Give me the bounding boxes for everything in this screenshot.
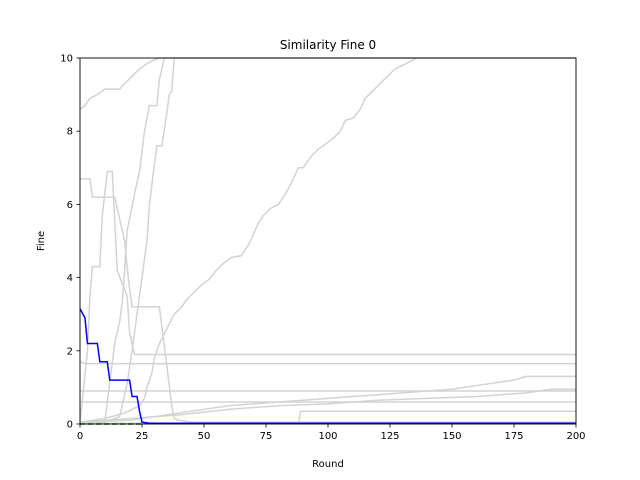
x-tick-label: 100: [318, 431, 337, 442]
x-tick-label: 175: [504, 431, 523, 442]
x-tick-label: 150: [442, 431, 461, 442]
series-line-3: [80, 361, 576, 365]
x-tick-label: 125: [380, 431, 399, 442]
x-tick-label: 25: [136, 431, 149, 442]
series-line-0: [80, 57, 576, 110]
y-tick-label: 4: [67, 273, 73, 284]
series-line-7: [80, 57, 576, 423]
y-tick-label: 0: [67, 420, 73, 431]
series-line-9: [80, 375, 576, 423]
y-tick-label: 2: [67, 346, 73, 357]
y-axis-label: Fine: [36, 231, 47, 251]
x-tick-label: 50: [198, 431, 211, 442]
x-axis-label: Round: [312, 459, 344, 470]
x-axis: 0 25 50 75 100 125 150 175 200: [77, 424, 586, 442]
chart-title: Similarity Fine 0: [280, 38, 376, 52]
y-tick-label: 6: [67, 200, 73, 211]
series-line-8: [80, 57, 576, 423]
x-tick-label: 75: [260, 431, 273, 442]
x-tick-label: 200: [566, 431, 585, 442]
plot-area: [80, 57, 576, 425]
y-tick-label: 8: [67, 127, 73, 138]
series-line-10: [80, 388, 576, 423]
series-line-6: [80, 57, 576, 425]
series-line-12: [80, 308, 576, 425]
series-line-1: [80, 178, 576, 423]
x-tick-label: 0: [77, 431, 83, 442]
series-line-2: [80, 170, 576, 423]
y-axis: 0 2 4 6 8 10: [60, 54, 80, 431]
y-tick-label: 10: [60, 54, 73, 65]
